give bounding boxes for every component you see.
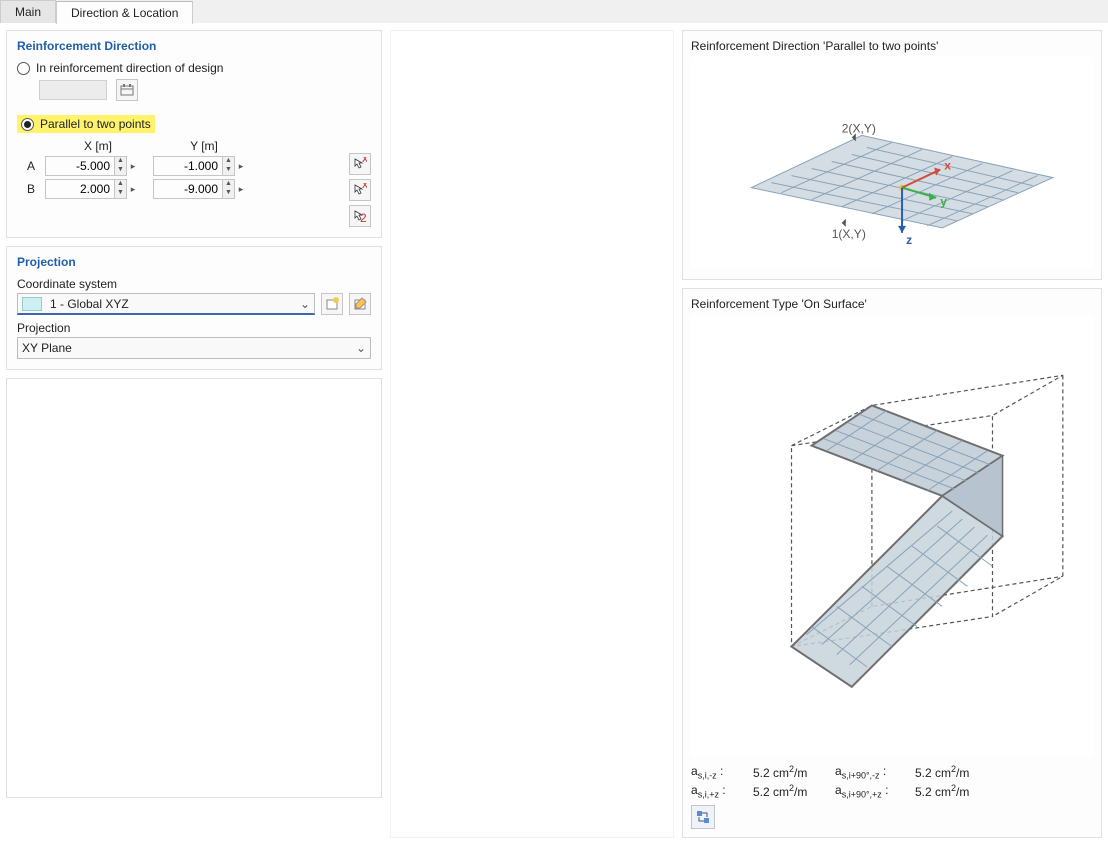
panel-reinforcement-direction: Reinforcement Direction In reinforcement… [6,30,382,238]
input-a-x[interactable] [45,156,115,176]
chevron-down-icon: ⌄ [296,297,314,311]
input-b-x[interactable] [45,179,115,199]
annot-v2b: 5.2 cm2/m [915,783,985,799]
svg-text:x: x [362,157,367,165]
annot-row-2: as,i,+z : 5.2 cm2/m as,i+90°,+z : 5.2 cm… [691,783,1093,799]
panel-projection: Projection Coordinate system 1 - Global … [6,246,382,370]
pick-point-a-button[interactable]: x [349,153,371,175]
label-coord-system: Coordinate system [17,277,371,291]
label-1xy: 1(X,Y) [832,227,866,241]
annot-row-1: as,i,-z : 5.2 cm2/m as,i+90°,-z : 5.2 cm… [691,764,1093,780]
combo-projection[interactable]: XY Plane ⌄ [17,337,371,359]
arrow-b-y[interactable]: ▸ [235,179,247,199]
input-a-y[interactable] [153,156,223,176]
combo-coord-system[interactable]: 1 - Global XYZ ⌄ [17,293,315,315]
combo-coord-text: 1 - Global XYZ [46,297,296,311]
edit-coord-button[interactable] [349,293,371,315]
coord-swatch-icon [22,297,42,311]
panel-preview-direction: Reinforcement Direction 'Parallel to two… [682,30,1102,280]
cursor-2x-icon: 2x [353,209,367,223]
label-2xy: 2(X,Y) [842,121,876,135]
calendar-icon [120,84,134,96]
arrow-a-y[interactable]: ▸ [235,156,247,176]
annot-k2: as,i,+z : [691,783,741,799]
preview1-title: Reinforcement Direction 'Parallel to two… [691,39,1093,53]
spinner-b-y[interactable]: ▲▼ [223,179,235,199]
preview2-title: Reinforcement Type 'On Surface' [691,297,1093,311]
pick-design-button[interactable] [116,79,138,101]
tab-direction-location[interactable]: Direction & Location [56,1,193,24]
toggle-icon [695,809,711,825]
cursor-x-icon: x [353,183,367,197]
annot-k1b: as,i+90°,-z : [835,764,903,780]
header-x: X [m] [45,139,151,153]
preview1-svg: 1(X,Y) 2(X,Y) x y z [691,57,1093,268]
annot-v1b: 5.2 cm2/m [915,764,985,780]
header-y: Y [m] [151,139,257,153]
chevron-down-icon: ⌄ [352,341,370,355]
svg-text:y: y [940,195,947,209]
annot-k1: as,i,-z : [691,764,741,780]
spinner-a-y[interactable]: ▲▼ [223,156,235,176]
arrow-a-x[interactable]: ▸ [127,156,139,176]
label-projection: Projection [17,321,371,335]
input-b-y[interactable] [153,179,223,199]
row-label-a: A [17,159,45,173]
cursor-x-icon: x [353,157,367,171]
svg-text:x: x [362,183,367,191]
annot-k2b: as,i+90°,+z : [835,783,903,799]
panel-empty [6,378,382,798]
section-title-projection: Projection [17,255,371,269]
section-title-reinf-dir: Reinforcement Direction [17,39,371,53]
annot-v2: 5.2 cm2/m [753,783,823,799]
row-label-b: B [17,182,45,196]
viewport-placeholder [390,30,674,838]
svg-text:z: z [906,233,912,247]
annot-v1: 5.2 cm2/m [753,764,823,780]
svg-text:2x: 2x [360,211,367,223]
combo-proj-text: XY Plane [18,341,352,355]
svg-text:x: x [944,159,951,173]
pick-point-2x-button[interactable]: 2x [349,205,371,227]
radio-label-parallel: Parallel to two points [40,117,151,131]
radio-icon-selected [21,118,34,131]
spinner-b-x[interactable]: ▲▼ [115,179,127,199]
radio-label-in-reinf-dir: In reinforcement direction of design [36,61,223,75]
radio-parallel-two-points[interactable]: Parallel to two points [17,115,155,133]
spinner-a-x[interactable]: ▲▼ [115,156,127,176]
pick-point-b-button[interactable]: x [349,179,371,201]
arrow-b-x[interactable]: ▸ [127,179,139,199]
radio-icon-unselected [17,62,30,75]
new-coord-button[interactable] [321,293,343,315]
disabled-design-field [39,80,107,100]
panel-preview-type: Reinforcement Type 'On Surface' [682,288,1102,838]
new-icon [325,297,339,311]
toggle-view-button[interactable] [691,805,715,829]
edit-icon [353,297,367,311]
radio-in-reinf-dir[interactable]: In reinforcement direction of design [17,61,371,75]
preview2-svg [691,315,1093,757]
tab-main[interactable]: Main [0,0,56,23]
